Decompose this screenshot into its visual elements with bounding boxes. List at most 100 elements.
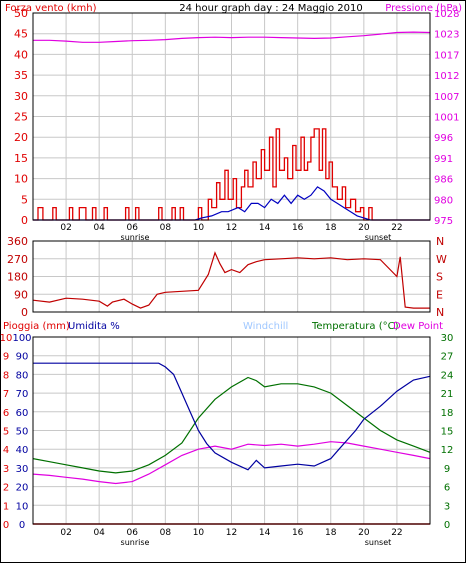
rain-y-tick-0: 0 bbox=[3, 520, 9, 531]
wind-y-tick-15: 15 bbox=[14, 152, 28, 165]
wind-y-tick-20: 20 bbox=[14, 131, 28, 144]
temp-y-tick-27: 27 bbox=[441, 352, 454, 363]
wind-sunset-label: sunset bbox=[365, 233, 392, 242]
temp-x-tick-14: 14 bbox=[259, 528, 271, 538]
wind-x-tick-12: 12 bbox=[226, 223, 237, 233]
rain-y-tick-5: 5 bbox=[3, 427, 9, 438]
wind-x-tick-20: 20 bbox=[358, 223, 370, 233]
dewpoint-line bbox=[32, 441, 431, 485]
wind-y-tick-25: 25 bbox=[14, 111, 28, 124]
humidity-y-tick-100: 100 bbox=[12, 333, 31, 344]
windchill-label: Windchill bbox=[243, 321, 288, 332]
temp-y-tick-24: 24 bbox=[441, 370, 454, 381]
pressure-y-tick-975: 975 bbox=[434, 216, 453, 227]
temp-sunrise-label: sunrise bbox=[121, 538, 150, 547]
wind-x-tick-08: 08 bbox=[160, 223, 172, 233]
temp-y-tick-12: 12 bbox=[441, 445, 454, 456]
temp-x-tick-22: 22 bbox=[391, 528, 402, 538]
wind-x-tick-16: 16 bbox=[292, 223, 304, 233]
wind-y-tick-40: 40 bbox=[14, 48, 28, 61]
temp-y-tick-0: 0 bbox=[444, 520, 450, 531]
wind-y-tick-10: 10 bbox=[14, 173, 28, 186]
rain-y-tick-3: 3 bbox=[3, 464, 9, 475]
temp-y-tick-30: 30 bbox=[441, 333, 454, 344]
direction-y-tick-180: 180 bbox=[7, 271, 28, 284]
humidity-y-tick-10: 10 bbox=[16, 501, 29, 512]
humidity-label: Umidita % bbox=[68, 321, 120, 332]
temp-x-tick-08: 08 bbox=[160, 528, 172, 538]
rain-y-tick-1: 1 bbox=[3, 501, 9, 512]
direction-y-tick-0: 0 bbox=[21, 306, 28, 319]
wind-x-tick-06: 06 bbox=[127, 223, 139, 233]
wind-x-tick-18: 18 bbox=[325, 223, 337, 233]
wind-y-tick-0: 0 bbox=[21, 214, 28, 227]
humidity-y-tick-20: 20 bbox=[16, 483, 29, 494]
humidity-y-tick-50: 50 bbox=[16, 427, 29, 438]
rain-y-tick-2: 2 bbox=[3, 483, 9, 494]
direction-y-tick-270: 270 bbox=[7, 253, 28, 266]
direction-y-tick-90: 90 bbox=[14, 288, 28, 301]
direction-y-tick-360: 360 bbox=[7, 235, 28, 248]
pressure-label: Pressione (hPa) bbox=[385, 3, 462, 14]
rain-y-tick-8: 8 bbox=[3, 370, 9, 381]
pressure-y-tick-986: 986 bbox=[434, 175, 453, 186]
humidity-y-tick-70: 70 bbox=[16, 389, 29, 400]
humidity-y-tick-40: 40 bbox=[16, 445, 29, 456]
temp-x-tick-18: 18 bbox=[325, 528, 337, 538]
rain-y-tick-7: 7 bbox=[3, 389, 9, 400]
wind-x-tick-10: 10 bbox=[193, 223, 205, 233]
wind-y-tick-30: 30 bbox=[14, 90, 28, 103]
wind-x-tick-14: 14 bbox=[259, 223, 271, 233]
pressure-line bbox=[33, 31, 431, 43]
temp-sunset-label: sunset bbox=[365, 538, 392, 547]
rain-y-tick-6: 6 bbox=[3, 408, 9, 419]
humidity-y-tick-60: 60 bbox=[16, 408, 29, 419]
rain-y-tick-4: 4 bbox=[3, 445, 9, 456]
temp-y-tick-3: 3 bbox=[444, 501, 450, 512]
rain-y-tick-10: 10 bbox=[0, 333, 12, 344]
temp-y-tick-18: 18 bbox=[441, 408, 454, 419]
wind-average-line bbox=[33, 186, 430, 221]
wind-y-tick-50: 50 bbox=[14, 7, 28, 20]
humidity-y-tick-90: 90 bbox=[16, 352, 29, 363]
wind-x-tick-22: 22 bbox=[391, 223, 402, 233]
chart-layer: 0510152025303540455097598098699199610011… bbox=[0, 7, 459, 547]
direction-compass-E-1: E bbox=[436, 288, 443, 301]
temp-x-tick-04: 04 bbox=[93, 528, 105, 538]
wind-y-tick-45: 45 bbox=[14, 28, 28, 41]
wind-sunrise-label: sunrise bbox=[121, 233, 150, 242]
pressure-y-tick-1017: 1017 bbox=[434, 50, 459, 61]
pressure-y-tick-1001: 1001 bbox=[434, 113, 459, 124]
pressure-y-tick-1012: 1012 bbox=[434, 71, 459, 82]
temp-panel-frame bbox=[32, 336, 431, 525]
temp-x-tick-12: 12 bbox=[226, 528, 237, 538]
humidity-y-tick-30: 30 bbox=[16, 464, 29, 475]
temp-y-tick-21: 21 bbox=[441, 389, 454, 400]
rain-y-tick-9: 9 bbox=[3, 352, 9, 363]
pressure-y-tick-1023: 1023 bbox=[434, 30, 459, 41]
wind-x-tick-02: 02 bbox=[60, 223, 71, 233]
temp-y-tick-9: 9 bbox=[444, 464, 450, 475]
wind-direction-line bbox=[32, 251, 430, 309]
direction-panel-frame bbox=[32, 240, 431, 313]
temp-x-tick-06: 06 bbox=[127, 528, 139, 538]
wind-panel-frame bbox=[32, 12, 431, 221]
humidity-line bbox=[33, 362, 431, 471]
temp-x-tick-16: 16 bbox=[292, 528, 304, 538]
humidity-y-tick-0: 0 bbox=[19, 520, 25, 531]
wind-y-tick-35: 35 bbox=[14, 69, 28, 82]
wind-y-tick-5: 5 bbox=[21, 193, 28, 206]
pressure-y-tick-980: 980 bbox=[434, 195, 453, 206]
pressure-y-tick-1007: 1007 bbox=[434, 92, 459, 103]
direction-compass-W-3: W bbox=[436, 253, 447, 266]
pressure-y-tick-991: 991 bbox=[434, 154, 453, 165]
dewpoint-label: Dew Point bbox=[393, 321, 443, 332]
direction-compass-S-2: S bbox=[436, 271, 443, 284]
temp-x-tick-02: 02 bbox=[60, 528, 71, 538]
direction-compass-N-0: N bbox=[436, 306, 444, 319]
wind-gust-line bbox=[33, 128, 430, 221]
wind-x-tick-04: 04 bbox=[93, 223, 105, 233]
